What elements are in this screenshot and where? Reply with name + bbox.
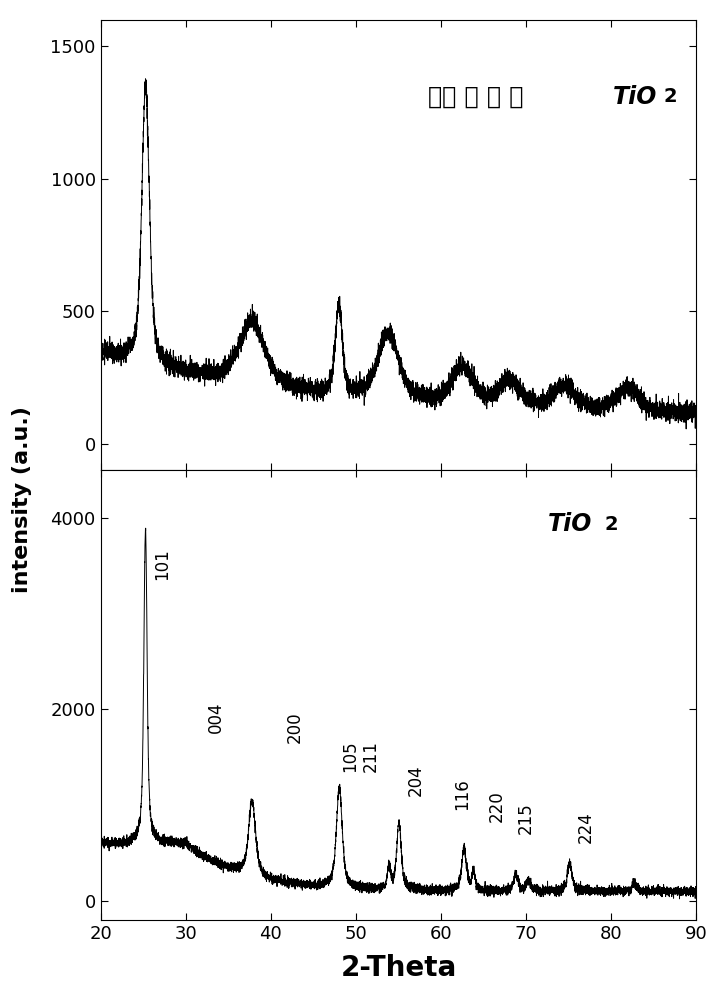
Text: 211: 211	[363, 740, 381, 772]
Text: 2: 2	[663, 87, 677, 106]
Text: 105: 105	[341, 740, 359, 772]
Text: 2: 2	[604, 515, 617, 534]
Text: 101: 101	[153, 548, 171, 580]
Text: 215: 215	[517, 802, 535, 834]
Text: 200: 200	[286, 711, 304, 743]
Text: intensity (a.u.): intensity (a.u.)	[11, 407, 32, 593]
Text: 224: 224	[577, 812, 595, 843]
Text: 硬脂 酸 修 饰: 硬脂 酸 修 饰	[428, 85, 523, 108]
Text: TiO: TiO	[548, 512, 592, 536]
Text: 116: 116	[453, 778, 471, 810]
Text: 220: 220	[488, 791, 505, 822]
Text: TiO: TiO	[613, 85, 658, 108]
Text: 004: 004	[207, 702, 225, 733]
X-axis label: 2-Theta: 2-Theta	[340, 954, 457, 982]
Text: 204: 204	[406, 764, 424, 796]
